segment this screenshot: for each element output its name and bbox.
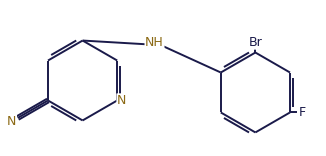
Text: NH: NH: [145, 36, 164, 49]
Text: N: N: [7, 115, 16, 128]
Text: F: F: [298, 106, 305, 119]
Text: N: N: [117, 94, 126, 107]
Text: Br: Br: [248, 36, 262, 49]
